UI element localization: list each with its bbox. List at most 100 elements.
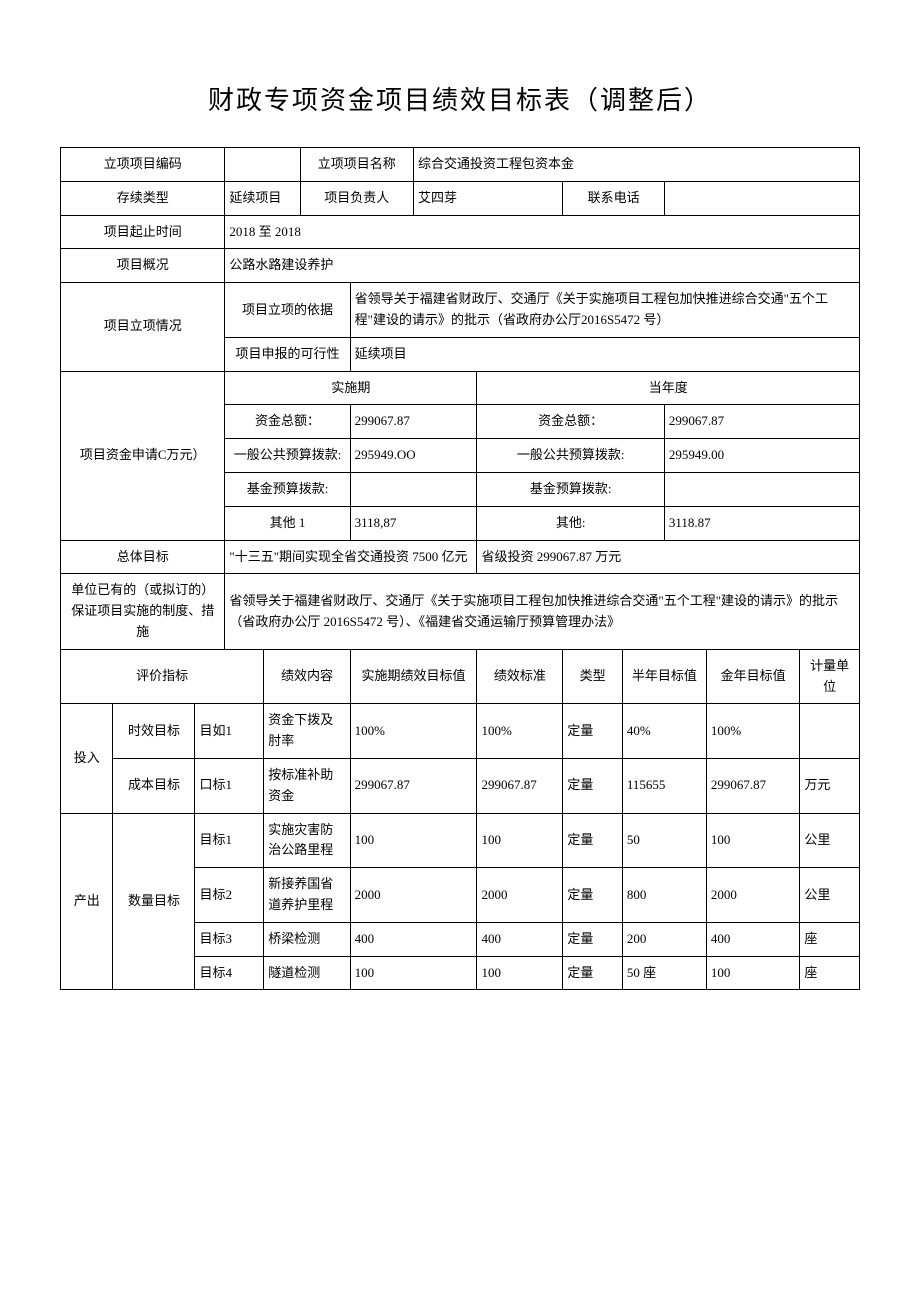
row-content: 新接养国省道养护里程 [264,868,350,923]
row-full: 2000 [706,868,799,923]
row-half: 40% [622,704,706,759]
row-type: 定量 [563,868,623,923]
row-unit: 公里 [800,868,860,923]
row-half: 50 座 [622,956,706,990]
funds-total-label-2: 资金总额： [477,405,664,439]
funds-other-label-2: 其他: [477,506,664,540]
funds-fund-label-1: 基金预算拨款: [225,472,350,506]
impl-target-label: 实施期绩效目标值 [350,649,477,704]
funds-other-label-1: 其他 1 [225,506,350,540]
measures: 省领导关于福建省财政厅、交通厅《关于实施项目工程包加快推进综合交通"五个工程"建… [225,574,860,649]
row-type: 定量 [563,813,623,868]
row-impl: 2000 [350,868,477,923]
row-content: 实施灾害防治公路里程 [264,813,350,868]
row-content: 按标准补助资金 [264,758,350,813]
overall-goal-label: 总体目标 [61,540,225,574]
unit-label: 计量单位 [800,649,860,704]
manager: 艾四芽 [414,181,563,215]
main-table: 立项项目编码 立项项目名称 综合交通投资工程包资本金 存续类型 延续项目 项目负… [60,147,860,990]
row-type: 定量 [563,704,623,759]
row-half: 50 [622,813,706,868]
row-std: 2000 [477,868,563,923]
row-impl: 100 [350,813,477,868]
cost-goal-label: 成本目标 [113,758,195,813]
row-full: 400 [706,922,799,956]
period-label: 项目起止时间 [61,215,225,249]
funds-other-impl: 3118,87 [350,506,477,540]
phone-label: 联系电话 [563,181,664,215]
half-year-label: 半年目标值 [622,649,706,704]
row-content: 隧道检测 [264,956,350,990]
standard-label: 绩效标准 [477,649,563,704]
content-label: 绩效内容 [264,649,350,704]
row-tag: 目标2 [195,868,264,923]
page-title: 财政专项资金项目绩效目标表（调整后） [60,80,860,117]
row-tag: 目如1 [195,704,264,759]
approval-basis: 省领导关于福建省财政厅、交通厅《关于实施项目工程包加快推进综合交通"五个工程"建… [350,283,859,338]
overall-goal-1: "十三五"期间实现全省交通投资 7500 亿元 [225,540,477,574]
project-name: 综合交通投资工程包资本金 [414,148,860,182]
continuity-label: 存续类型 [61,181,225,215]
funds-section-label: 项目资金申请C万元） [61,371,225,540]
project-code [225,148,300,182]
manager-label: 项目负责人 [300,181,414,215]
row-impl: 299067.87 [350,758,477,813]
overview: 公路水路建设养护 [225,249,860,283]
row-unit: 公里 [800,813,860,868]
row-tag: 口标1 [195,758,264,813]
funds-budget-label-2: 一般公共预算拨款: [477,439,664,473]
row-tag: 目标4 [195,956,264,990]
input-label: 投入 [61,704,113,813]
row-half: 800 [622,868,706,923]
row-unit: 座 [800,956,860,990]
row-std: 100 [477,956,563,990]
row-impl: 100% [350,704,477,759]
funds-current-year-label: 当年度 [477,371,860,405]
full-year-label: 金年目标值 [706,649,799,704]
row-std: 299067.87 [477,758,563,813]
row-full: 299067.87 [706,758,799,813]
funds-total-label-1: 资金总额： [225,405,350,439]
funds-fund-label-2: 基金预算拨款: [477,472,664,506]
qty-goal-label: 数量目标 [113,813,195,990]
funds-budget-year: 295949.00 [664,439,859,473]
row-type: 定量 [563,922,623,956]
row-std: 400 [477,922,563,956]
measures-label: 单位已有的（或拟订的）保证项目实施的制度、措施 [61,574,225,649]
funds-budget-label-1: 一般公共预算拨款: [225,439,350,473]
eval-label: 评价指标 [61,649,264,704]
row-tag: 目标1 [195,813,264,868]
funds-total-year: 299067.87 [664,405,859,439]
funds-fund-impl [350,472,477,506]
row-impl: 100 [350,956,477,990]
row-half: 200 [622,922,706,956]
funds-other-year: 3118.87 [664,506,859,540]
funds-fund-year [664,472,859,506]
time-goal-label: 时效目标 [113,704,195,759]
row-unit: 万元 [800,758,860,813]
project-code-label: 立项项目编码 [61,148,225,182]
overall-goal-2: 省级投资 299067.87 万元 [477,540,860,574]
overview-label: 项目概况 [61,249,225,283]
funds-budget-impl: 295949.OO [350,439,477,473]
row-type: 定量 [563,758,623,813]
row-type: 定量 [563,956,623,990]
row-std: 100 [477,813,563,868]
row-std: 100% [477,704,563,759]
continuity: 延续项目 [225,181,300,215]
approval-feasibility: 延续项目 [350,337,859,371]
row-impl: 400 [350,922,477,956]
row-full: 100 [706,956,799,990]
row-content: 桥梁检测 [264,922,350,956]
phone [664,181,859,215]
funds-impl-period-label: 实施期 [225,371,477,405]
row-half: 115655 [622,758,706,813]
row-full: 100% [706,704,799,759]
row-full: 100 [706,813,799,868]
type-label: 类型 [563,649,623,704]
row-tag: 目标3 [195,922,264,956]
output-label: 产出 [61,813,113,990]
project-name-label: 立项项目名称 [300,148,414,182]
row-content: 资金下拨及肘率 [264,704,350,759]
approval-basis-label: 项目立项的依据 [225,283,350,338]
